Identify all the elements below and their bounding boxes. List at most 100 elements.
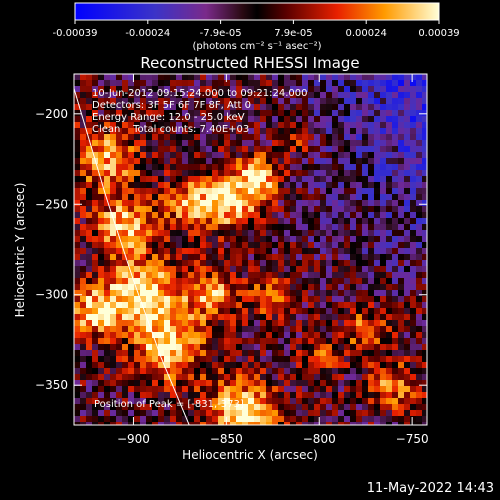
heatmap-cell [260, 320, 266, 326]
heatmap-cell [182, 92, 188, 98]
heatmap-cell [314, 74, 320, 80]
heatmap-cell [338, 110, 344, 116]
heatmap-cell [404, 332, 410, 338]
heatmap-cell [158, 218, 164, 224]
heatmap-cell [356, 380, 362, 386]
heatmap-cell [284, 392, 290, 398]
heatmap-cell [140, 308, 146, 314]
heatmap-cell [344, 206, 350, 212]
heatmap-cell [416, 188, 422, 194]
heatmap-cell [254, 302, 260, 308]
heatmap-cell [302, 344, 308, 350]
heatmap-cell [206, 152, 212, 158]
heatmap-cell [404, 344, 410, 350]
heatmap-cell [302, 170, 308, 176]
heatmap-cell [332, 356, 338, 362]
heatmap-cell [410, 86, 416, 92]
heatmap-cell [362, 140, 368, 146]
heatmap-cell [392, 248, 398, 254]
heatmap-cell [92, 152, 98, 158]
heatmap-cell [86, 134, 92, 140]
heatmap-cell [86, 338, 92, 344]
heatmap-cell [170, 212, 176, 218]
heatmap-cell [80, 104, 86, 110]
heatmap-cell [128, 74, 134, 80]
heatmap-cell [350, 212, 356, 218]
heatmap-cell [194, 170, 200, 176]
heatmap-cell [200, 188, 206, 194]
heatmap-cell [422, 302, 427, 308]
heatmap-cell [404, 170, 410, 176]
heatmap-cell [128, 158, 134, 164]
heatmap-cell [326, 92, 332, 98]
heatmap-cell [326, 98, 332, 104]
heatmap-cell [260, 290, 266, 296]
heatmap-cell [188, 344, 194, 350]
heatmap-cell [362, 338, 368, 344]
heatmap-cell [326, 104, 332, 110]
heatmap-cell [356, 116, 362, 122]
heatmap-cell [194, 332, 200, 338]
heatmap-cell [116, 392, 122, 398]
heatmap-cell [134, 416, 140, 422]
heatmap-cell [296, 86, 302, 92]
heatmap-cell [116, 134, 122, 140]
chart-title: Reconstructed RHESSI Image [140, 54, 359, 72]
heatmap-cell [308, 236, 314, 242]
heatmap-cell [176, 98, 182, 104]
heatmap-cell [224, 122, 230, 128]
heatmap-cell [152, 80, 158, 86]
heatmap-cell [350, 116, 356, 122]
heatmap-cell [368, 248, 374, 254]
heatmap-cell [206, 314, 212, 320]
heatmap-cell [314, 356, 320, 362]
heatmap-cell [92, 212, 98, 218]
heatmap-cell [266, 200, 272, 206]
heatmap-cell [398, 74, 404, 80]
heatmap-cell [74, 422, 80, 425]
heatmap-cell [74, 146, 80, 152]
heatmap-cell [332, 386, 338, 392]
heatmap-cell [344, 242, 350, 248]
heatmap-cell [338, 290, 344, 296]
heatmap-cell [182, 230, 188, 236]
heatmap-cell [182, 320, 188, 326]
heatmap-cell [236, 170, 242, 176]
colorbar-tick-label: -0.00039 [53, 28, 98, 39]
heatmap-cell [170, 248, 176, 254]
heatmap-cell [350, 410, 356, 416]
heatmap-cell [380, 266, 386, 272]
heatmap-cell [146, 404, 152, 410]
heatmap-cell [152, 398, 158, 404]
heatmap-cell [422, 404, 427, 410]
heatmap-cell [182, 398, 188, 404]
heatmap-cell [170, 368, 176, 374]
heatmap-cell [230, 98, 236, 104]
heatmap-cell [218, 416, 224, 422]
heatmap-cell [140, 374, 146, 380]
heatmap-cell [188, 392, 194, 398]
heatmap-cell [410, 164, 416, 170]
heatmap-cell [146, 314, 152, 320]
heatmap-cell [338, 362, 344, 368]
heatmap-cell [392, 314, 398, 320]
heatmap-cell [182, 368, 188, 374]
heatmap-cell [344, 344, 350, 350]
heatmap-cell [308, 362, 314, 368]
heatmap-cell [362, 116, 368, 122]
heatmap-cell [296, 122, 302, 128]
heatmap-cell [116, 110, 122, 116]
heatmap-cell [182, 248, 188, 254]
heatmap-cell [86, 278, 92, 284]
heatmap-cell [314, 410, 320, 416]
heatmap-cell [380, 92, 386, 98]
heatmap-cell [374, 302, 380, 308]
heatmap-cell [224, 200, 230, 206]
heatmap-cell [332, 188, 338, 194]
heatmap-cell [290, 86, 296, 92]
heatmap-cell [116, 338, 122, 344]
heatmap-cell [350, 122, 356, 128]
heatmap-cell [296, 116, 302, 122]
heatmap-cell [386, 284, 392, 290]
